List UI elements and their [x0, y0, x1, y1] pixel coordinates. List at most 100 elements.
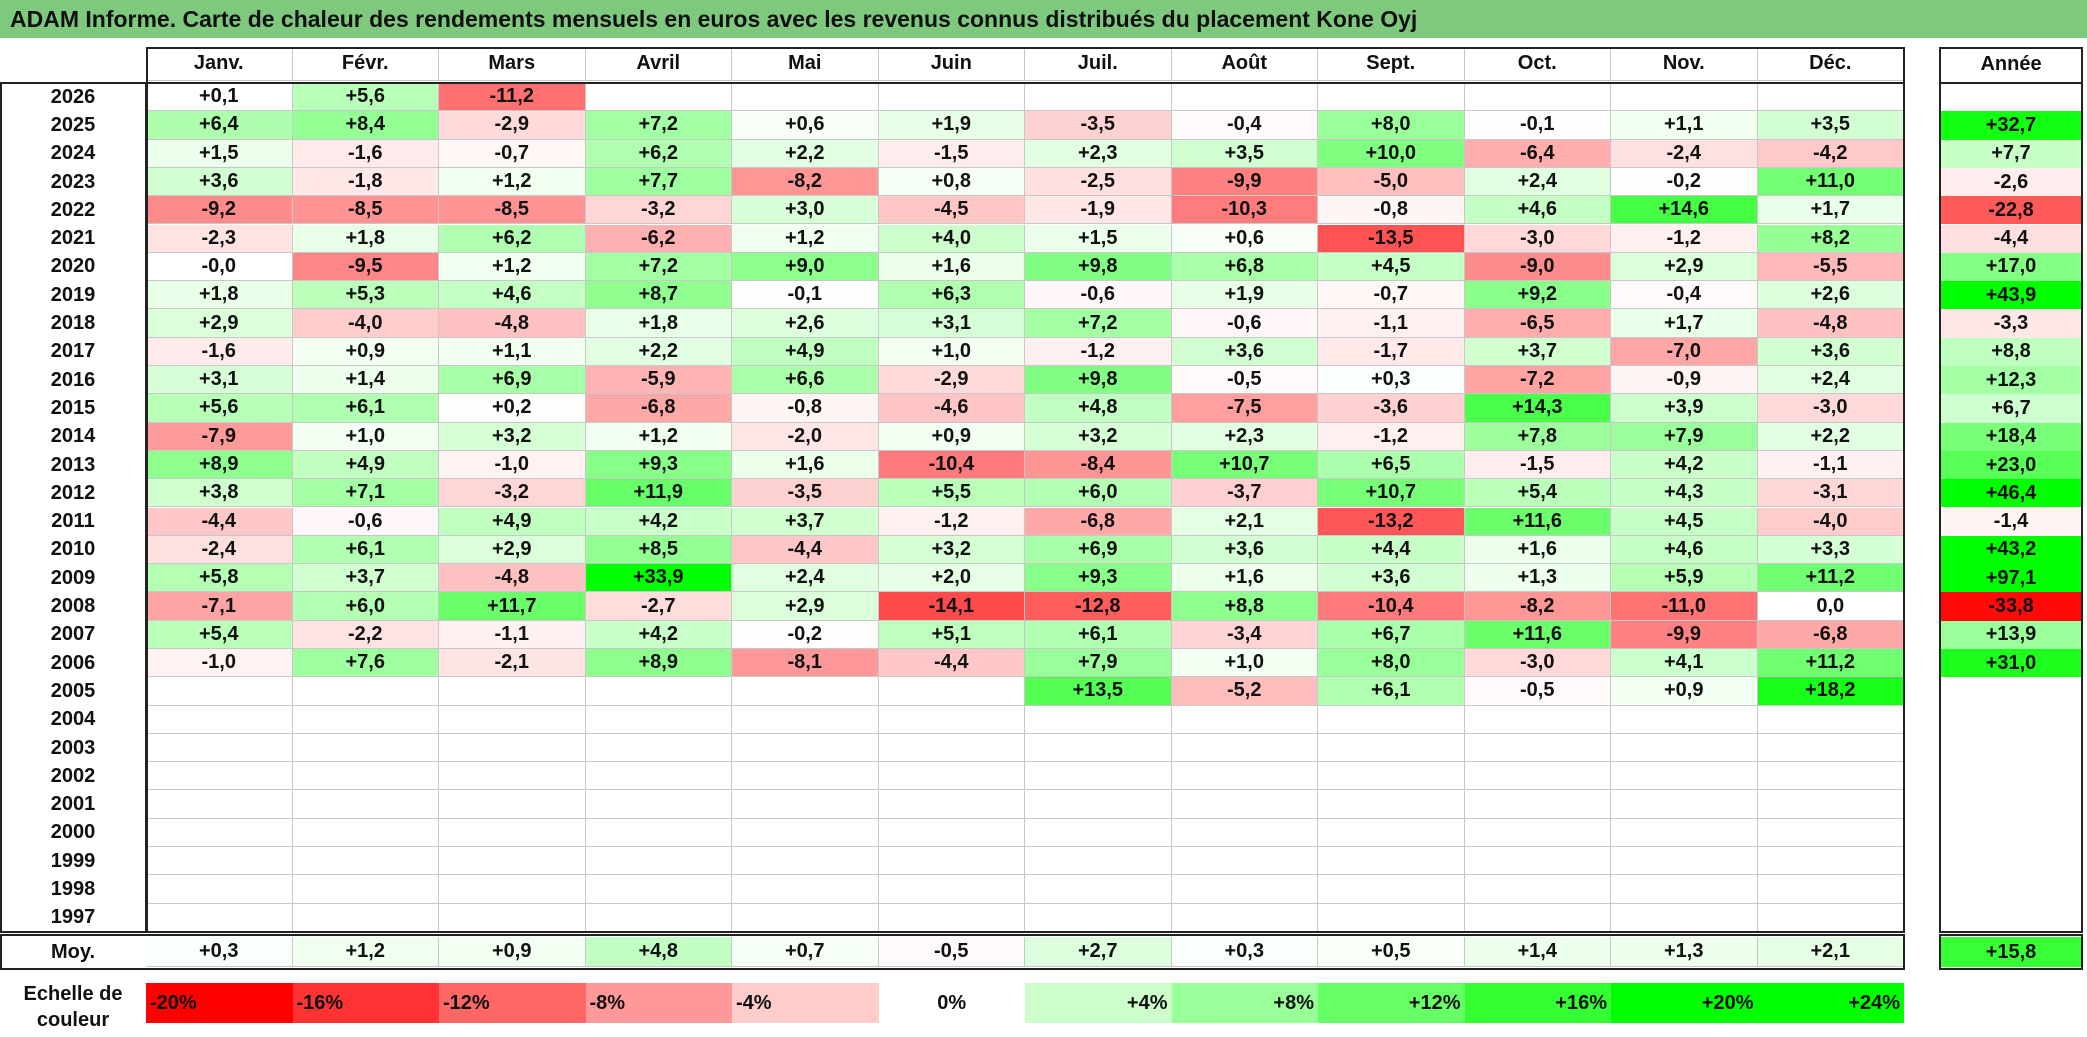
heatmap-cell: +5,4	[146, 620, 293, 649]
heatmap-cell: +1,5	[1025, 224, 1172, 253]
heatmap-cell: -4,4	[732, 535, 879, 565]
heatmap-cell: -10,4	[1318, 592, 1465, 621]
month-header: Nov.	[1611, 47, 1758, 81]
month-header: Mars	[439, 47, 586, 81]
heatmap-cell: -1,6	[146, 337, 293, 366]
heatmap-cell	[1025, 847, 1172, 876]
heatmap-cell	[585, 818, 732, 848]
annual-cell: -3,3	[1939, 309, 2083, 338]
heatmap-cell: -0,2	[732, 620, 879, 649]
heatmap-cell: -1,1	[439, 620, 586, 649]
heatmap-cell: +1,6	[732, 450, 879, 480]
month-header: Janv.	[146, 47, 293, 81]
heatmap-cell: +6,0	[292, 592, 439, 621]
heatmap-cell: 0,0	[1757, 592, 1904, 621]
heatmap-cell: +7,8	[1464, 422, 1611, 451]
heatmap-cell: +1,6	[1464, 535, 1611, 565]
heatmap-cell: +0,8	[878, 167, 1025, 197]
heatmap-cell	[439, 762, 586, 791]
heatmap-cell: +3,5	[1757, 111, 1904, 140]
heatmap-cell: +8,7	[585, 281, 732, 310]
month-header: Sept.	[1318, 47, 1465, 81]
heatmap-cell	[439, 903, 586, 932]
heatmap-cell: +5,4	[1464, 479, 1611, 508]
year-label: 2008	[50, 595, 96, 618]
annual-cell: -2,6	[1939, 167, 2083, 197]
heatmap-cell	[1611, 903, 1758, 932]
heatmap-cell: +4,2	[585, 620, 732, 649]
heatmap-cell: -4,6	[878, 394, 1025, 423]
heatmap-cell	[1025, 903, 1172, 932]
color-scale-swatch: +24%	[1757, 983, 1904, 1023]
heatmap-cell	[1171, 875, 1318, 904]
heatmap-cell: -0,4	[1171, 111, 1318, 140]
heatmap-cell: -4,2	[1757, 139, 1904, 168]
heatmap-cell: +1,9	[878, 111, 1025, 140]
year-label: 1999	[50, 849, 96, 872]
heatmap-cell	[292, 790, 439, 819]
heatmap-cell: +11,7	[439, 592, 586, 621]
average-cell: +4,8	[585, 937, 732, 967]
heatmap-cell: +1,2	[439, 252, 586, 282]
heatmap-cell: -8,5	[439, 196, 586, 225]
heatmap-cell: -3,5	[1025, 111, 1172, 140]
annual-cell	[1939, 762, 2083, 791]
heatmap-cell	[1611, 83, 1758, 112]
heatmap-cell	[1318, 733, 1465, 763]
heatmap-cell	[1757, 762, 1904, 791]
heatmap-cell	[1611, 705, 1758, 734]
average-cell: +1,2	[292, 937, 439, 967]
annual-cell: +32,7	[1939, 111, 2083, 140]
heatmap-cell: -8,5	[292, 196, 439, 225]
heatmap-cell: +1,8	[585, 309, 732, 338]
heatmap-cell: -7,9	[146, 422, 293, 451]
year-label: 2001	[50, 793, 96, 816]
color-scale-swatch: +4%	[1025, 983, 1172, 1023]
color-scale-swatch: +12%	[1318, 983, 1465, 1023]
heatmap-cell	[146, 847, 293, 876]
heatmap-cell	[1318, 847, 1465, 876]
heatmap-cell: +11,2	[1757, 564, 1904, 593]
heatmap-cell: -5,5	[1757, 252, 1904, 282]
heatmap-cell: -5,9	[585, 366, 732, 395]
heatmap-cell: -4,8	[1757, 309, 1904, 338]
heatmap-cell: -3,5	[732, 479, 879, 508]
heatmap-cell: +1,2	[732, 224, 879, 253]
year-label: 2010	[50, 538, 96, 561]
heatmap-cell	[585, 733, 732, 763]
average-cell: -0,5	[878, 937, 1025, 967]
heatmap-cell	[732, 705, 879, 734]
annual-cell	[1939, 733, 2083, 763]
heatmap-cell	[732, 762, 879, 791]
heatmap-cell: +7,6	[292, 649, 439, 678]
year-label: 2023	[50, 170, 96, 193]
annual-cell: +8,8	[1939, 337, 2083, 366]
heatmap-cell	[292, 705, 439, 734]
heatmap-cell: +1,2	[439, 167, 586, 197]
heatmap-cell	[1611, 790, 1758, 819]
heatmap-cell	[585, 705, 732, 734]
heatmap-cell	[1171, 762, 1318, 791]
heatmap-cell	[878, 762, 1025, 791]
heatmap-cell: -0,5	[1171, 366, 1318, 395]
heatmap-cell	[1757, 733, 1904, 763]
heatmap-cell: -6,4	[1464, 139, 1611, 168]
heatmap-cell: +7,2	[585, 252, 732, 282]
heatmap-cell	[1025, 705, 1172, 734]
heatmap-cell: +7,9	[1025, 649, 1172, 678]
heatmap-cell	[1171, 83, 1318, 112]
month-header: Déc.	[1757, 47, 1904, 81]
annual-cell	[1939, 790, 2083, 819]
heatmap-cell	[1318, 705, 1465, 734]
heatmap-cell: +4,2	[1611, 450, 1758, 480]
heatmap-cell	[1757, 83, 1904, 112]
heatmap-cell	[1464, 733, 1611, 763]
heatmap-cell: +6,0	[1025, 479, 1172, 508]
heatmap-cell: +2,3	[1171, 422, 1318, 451]
heatmap-cell: +6,4	[146, 111, 293, 140]
heatmap-cell: +2,0	[878, 564, 1025, 593]
heatmap-cell: -2,1	[439, 649, 586, 678]
heatmap-cell: -2,9	[878, 366, 1025, 395]
heatmap-cell: -1,5	[878, 139, 1025, 168]
heatmap-cell: -0,8	[1318, 196, 1465, 225]
